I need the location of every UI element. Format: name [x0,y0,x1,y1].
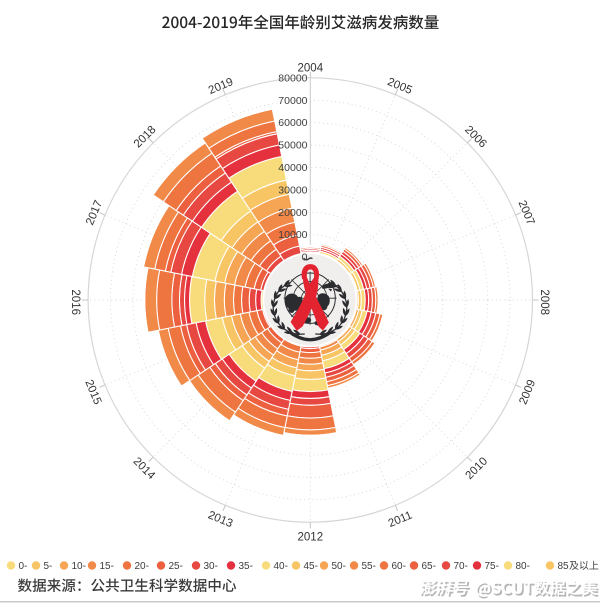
svg-text:80000: 80000 [278,72,307,84]
svg-text:70-: 70- [454,561,468,572]
svg-text:15-: 15- [100,561,114,572]
svg-text:70000: 70000 [278,95,307,107]
svg-text:5-: 5- [44,561,53,572]
svg-text:2012: 2012 [298,532,324,544]
svg-text:2008: 2008 [538,289,550,315]
svg-text:10-: 10- [72,561,86,572]
svg-text:25-: 25- [169,561,183,572]
svg-text:50000: 50000 [278,140,307,152]
svg-text:75-: 75- [485,561,499,572]
svg-text:10000: 10000 [278,229,307,241]
svg-text:45-: 45- [304,561,318,572]
svg-text:60-: 60- [392,561,406,572]
svg-text:20-: 20- [135,561,149,572]
svg-text:40-: 40- [274,561,288,572]
svg-text:40000: 40000 [278,162,307,174]
svg-text:0: 0 [302,252,308,264]
svg-text:30-: 30- [204,561,218,572]
svg-text:85: 85 [558,561,570,572]
svg-text:0-: 0- [19,561,28,572]
svg-text:65-: 65- [422,561,436,572]
svg-text:2016: 2016 [69,289,81,315]
svg-text:80-: 80- [516,561,530,572]
svg-text:30000: 30000 [278,184,307,196]
svg-text:50-: 50- [332,561,346,572]
svg-text:35-: 35- [239,561,253,572]
svg-text:2004: 2004 [298,63,324,75]
svg-text:60000: 60000 [278,117,307,129]
svg-text:20000: 20000 [278,207,307,219]
svg-text:55-: 55- [362,561,376,572]
